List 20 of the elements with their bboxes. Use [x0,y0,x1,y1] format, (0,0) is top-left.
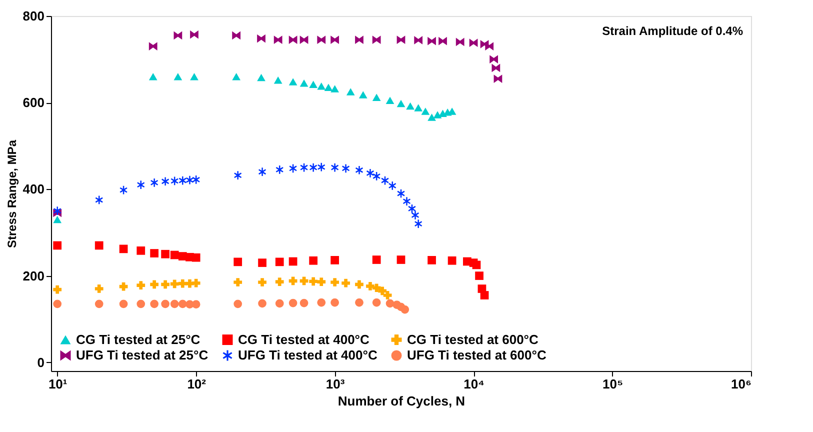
annotation: Strain Amplitude of 0.4% [602,24,744,38]
x-tick-label: 10⁶ [731,376,752,392]
legend-label: UFG Ti tested at 25°C [76,348,209,362]
legend-label: CG Ti tested at 400°C [238,332,370,347]
y-tick-label: 600 [22,95,44,110]
legend-label: UFG Ti tested at 600°C [407,348,547,362]
y-tick-label: 400 [22,182,44,197]
y-axis-title: Stress Range, MPa [4,140,19,248]
x-tick-label: 10³ [326,376,346,392]
legend-label: CG Ti tested at 25°C [76,332,201,347]
legend-label: UFG Ti tested at 400°C [238,348,378,362]
y-tick-label: 200 [22,268,44,284]
x-axis-title: Number of Cycles, N [338,394,466,408]
y-tick-label: 800 [22,8,44,24]
y-tick-label: 0 [37,354,44,370]
x-tick-label: 10¹ [48,376,68,392]
x-tick-label: 10⁴ [464,376,484,392]
x-tick-label: 10⁵ [602,376,624,392]
legend-label: CG Ti tested at 600°C [407,332,539,347]
x-tick-label: 10² [187,376,207,392]
